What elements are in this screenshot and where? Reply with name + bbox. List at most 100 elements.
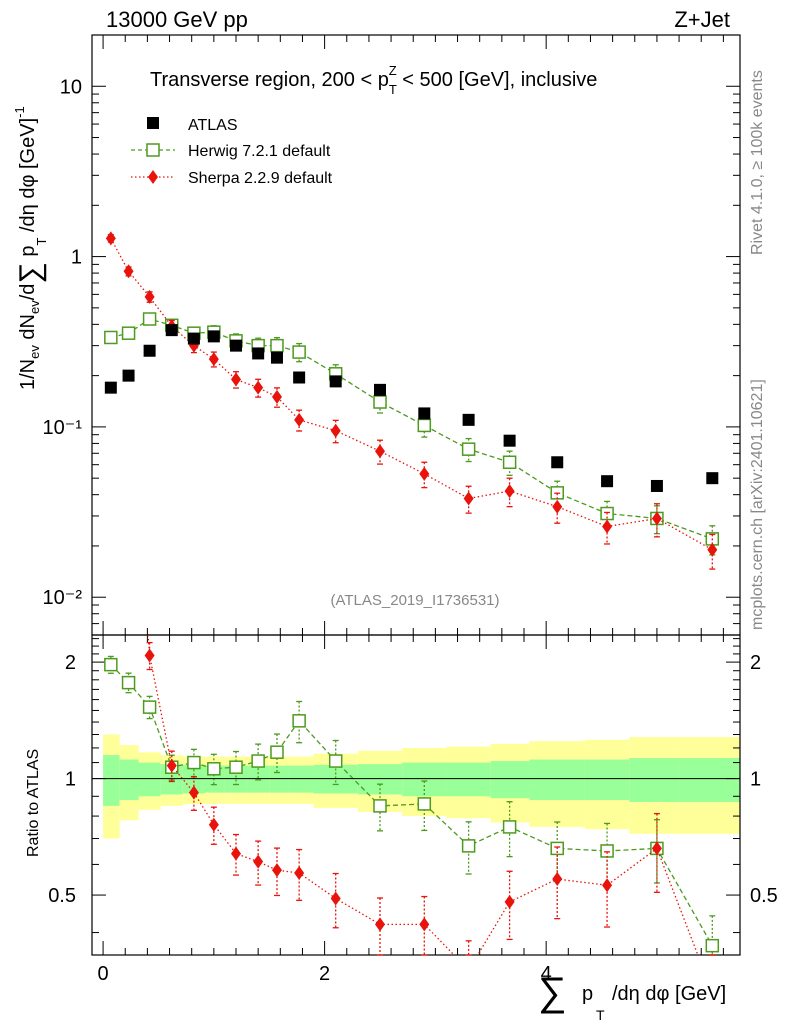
sherpa-ratio-point — [552, 872, 563, 887]
sherpa-ratio-point — [419, 917, 430, 932]
herwig-ratio-point — [229, 760, 243, 774]
atlas-point — [293, 371, 306, 384]
band-inner-bin — [446, 762, 491, 797]
sherpa-point — [271, 389, 282, 404]
atlas-point — [122, 369, 135, 382]
band-inner-bin — [103, 755, 120, 806]
legend-herwig-marker — [146, 143, 160, 157]
herwig-point — [270, 338, 284, 353]
atlas-point — [143, 344, 156, 357]
sherpa-ratio-point — [602, 878, 613, 893]
atlas-point — [503, 434, 516, 447]
herwig-point — [121, 326, 136, 340]
atlas-point — [207, 330, 220, 343]
band-inner-bin — [490, 761, 530, 799]
svg-text:1/Nev dNev/d∑ pT /dη dφ [GeV]: 1/Nev dNev/d∑ pT /dη dφ [GeV]-1 — [12, 106, 49, 390]
sherpa-point — [144, 289, 155, 304]
atlas-point — [187, 332, 200, 345]
atlas-point — [551, 456, 564, 469]
band-inner-bin — [629, 758, 680, 802]
sherpa-ratio-point — [271, 863, 282, 878]
herwig-ratio-point — [121, 675, 136, 690]
herwig-point — [373, 395, 387, 409]
sherpa-point — [651, 511, 662, 526]
main-ylabel: 1/Nev dNev/d∑ pT /dη dφ [GeV]-1 — [12, 106, 49, 390]
atlas-point — [418, 407, 431, 420]
ratio-y-tick-label-right: 0.5 — [750, 885, 778, 907]
herwig-ratio-point — [292, 714, 306, 728]
atlas-series — [104, 324, 719, 492]
atlas-point — [329, 375, 342, 388]
ratio-y-tick-label-right: 1 — [750, 769, 761, 791]
band-inner-bin — [288, 765, 314, 793]
herwig-ratio-point — [417, 797, 432, 811]
ratio-ylabel: Ratio to ATLAS — [25, 749, 42, 857]
band-inner-bin — [247, 765, 270, 793]
x-tick-label: 2 — [319, 963, 330, 985]
y-tick-label: 10 — [60, 76, 82, 98]
sherpa-ratio-line — [147, 635, 699, 955]
herwig-ratio-point — [104, 657, 118, 672]
mcplots-label: mcplots.cern.ch [arXiv:2401.10621] — [749, 379, 766, 630]
herwig-ratio-point — [328, 754, 343, 768]
sherpa-point — [105, 231, 116, 246]
ratio-y-tick-label: 2 — [65, 652, 76, 674]
sherpa-point — [253, 380, 264, 395]
sherpa-point — [375, 444, 385, 459]
herwig-ratio-point — [270, 745, 284, 759]
atlas-point — [252, 347, 265, 360]
legend-atlas-label: ATLAS — [188, 117, 238, 134]
band-inner-bin — [402, 762, 447, 797]
sherpa-point — [330, 423, 341, 438]
herwig-ratio-point — [187, 755, 201, 770]
svg-text:∑: ∑ — [538, 970, 567, 1014]
band-inner-bin — [182, 764, 205, 794]
process-label: Z+Jet — [674, 7, 730, 32]
sherpa-point — [504, 484, 515, 499]
herwig-point — [461, 442, 476, 456]
sherpa-point — [552, 499, 563, 514]
tick-labels: 0 2 4 10⁻² 10⁻¹ 1 10 0.5 0.5 1 1 2 2 — [43, 76, 778, 985]
sherpa-ratio-point — [166, 758, 177, 773]
herwig-ratio-point — [461, 839, 476, 853]
sherpa-ratio-point — [144, 648, 155, 663]
sherpa-point — [123, 264, 134, 279]
sherpa-point — [231, 372, 241, 387]
sherpa-ratio-point — [253, 854, 264, 869]
sherpa-ratio-point — [188, 785, 199, 800]
ratio-y-tick-label: 1 — [65, 769, 76, 791]
atlas-point — [650, 479, 663, 492]
herwig-point — [417, 418, 432, 433]
herwig-point — [292, 345, 306, 359]
sherpa-point — [463, 491, 474, 506]
sherpa-ratio-point — [375, 917, 385, 932]
herwig-ratio-point — [600, 844, 614, 858]
band-inner-bin — [119, 759, 139, 801]
herwig-series — [104, 312, 720, 556]
herwig-ratio-point — [502, 820, 517, 834]
svg-text:p: p — [582, 983, 593, 1005]
y-tick-label: 1 — [71, 247, 82, 269]
legend-sherpa-label: Sherpa 2.2.9 default — [188, 170, 333, 187]
x-axis-label: ∑ p T /dη dφ [GeV] — [538, 970, 726, 1023]
atlas-point — [374, 383, 386, 396]
atlas-point — [462, 413, 475, 426]
y-tick-label: 10⁻¹ — [43, 417, 83, 439]
legend-atlas-marker — [147, 117, 159, 129]
sherpa-point — [602, 519, 613, 534]
legend: ATLAS Herwig 7.2.1 default Sherpa 2.2.9 … — [131, 117, 333, 187]
herwig-ratio-point — [207, 762, 221, 776]
band-inner-bin — [529, 759, 585, 801]
legend-herwig-label: Herwig 7.2.1 default — [188, 143, 331, 160]
herwig-line — [110, 318, 713, 540]
herwig-ratio-point — [705, 938, 720, 953]
y-tick-label: 10⁻² — [43, 587, 83, 609]
x-tick-label: 0 — [98, 963, 109, 985]
sherpa-ratio-series — [144, 635, 716, 956]
svg-text:T: T — [596, 1007, 605, 1023]
herwig-ratio-point — [142, 700, 157, 714]
sherpa-ratio-point — [231, 846, 241, 861]
sherpa-point — [707, 542, 718, 557]
herwig-point — [502, 455, 517, 470]
